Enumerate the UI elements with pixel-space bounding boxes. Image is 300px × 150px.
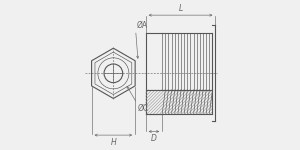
Text: H: H: [110, 138, 116, 147]
Text: ØC: ØC: [138, 104, 149, 113]
Text: L: L: [178, 4, 183, 13]
Text: ØA: ØA: [136, 21, 148, 30]
Text: D: D: [151, 134, 157, 143]
